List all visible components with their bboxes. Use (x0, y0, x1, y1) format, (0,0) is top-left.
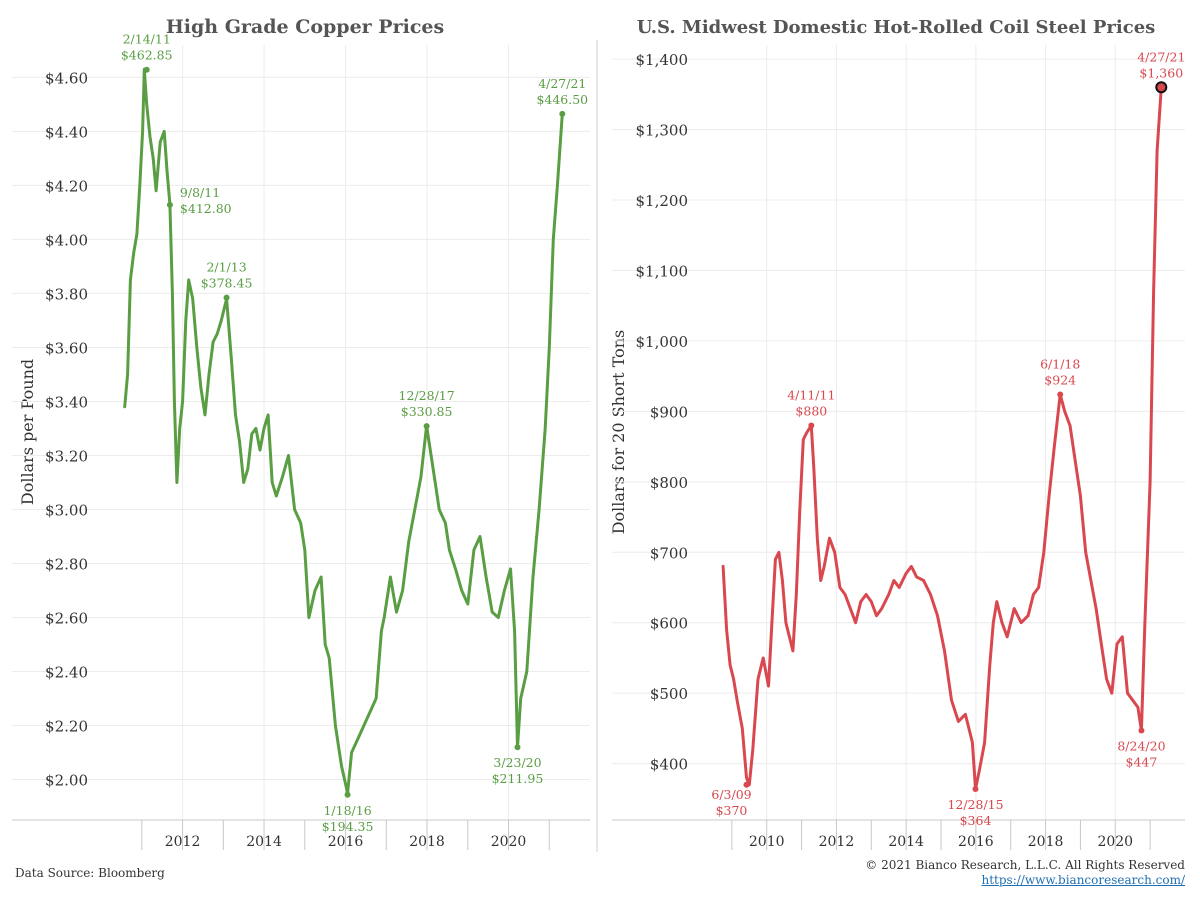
steel-annotation-dot (743, 781, 750, 788)
steel-annotation-date: 6/1/18 (1040, 356, 1080, 371)
steel-y-tick-label: $900 (650, 403, 688, 421)
copper-x-tick-label: 2020 (491, 834, 527, 850)
steel-y-tick-label: $1,100 (636, 262, 689, 280)
copper-y-tick-label: $4.60 (45, 69, 88, 87)
copper-y-tick-label: $3.20 (45, 447, 88, 465)
copper-annotation-dot (423, 423, 430, 430)
data-source-note: Data Source: Bloomberg (15, 866, 165, 880)
copper-annotation-dot (344, 791, 351, 798)
website-link[interactable]: https://www.biancoresearch.com/ (981, 873, 1185, 887)
copper-x-tick-label: 2014 (246, 834, 282, 850)
copper-annotation-date: 4/27/21 (538, 76, 586, 91)
steel-y-tick-label: $800 (650, 474, 688, 492)
steel-annotation-value: $447 (1126, 755, 1158, 770)
steel-y-tick-label: $400 (650, 756, 688, 774)
copper-x-tick-label: 2012 (165, 834, 201, 850)
copper-annotation-value: $446.50 (536, 92, 588, 107)
steel-annotation-dot (1138, 727, 1145, 734)
copper-y-tick-label: $2.00 (45, 771, 88, 789)
copper-annotation-date: 1/18/16 (323, 803, 371, 818)
steel-x-ticks: 2010 2012 2014 2016 2018 2020 (612, 819, 1185, 850)
steel-x-tick-label: 2016 (958, 834, 994, 850)
steel-y-axis-label: Dollars for 20 Short Tons (609, 330, 628, 535)
steel-annotation-dot (808, 422, 815, 429)
steel-x-tick-label: 2012 (819, 834, 855, 850)
copper-annotation-value: $462.85 (121, 48, 173, 63)
steel-x-tick-label: 2010 (749, 834, 785, 850)
copper-annotations: 2/14/11$462.85 9/8/11$412.80 2/1/13$378.45… (121, 32, 588, 834)
copper-y-tick-label: $3.60 (45, 339, 88, 357)
copper-annotation-value: $330.85 (401, 404, 453, 419)
copper-annotation-date: 2/1/13 (206, 260, 246, 275)
copper-annotation-value: $194.35 (322, 819, 374, 834)
copper-y-tick-label: $2.60 (45, 609, 88, 627)
steel-annotation-value: $364 (960, 813, 992, 828)
copper-annotation-dot (166, 201, 173, 208)
steel-annotation-value: $370 (716, 803, 748, 818)
steel-annotation-date: 8/24/20 (1117, 739, 1165, 754)
steel-annotation-dot (1057, 391, 1064, 398)
copper-chart-title: High Grade Copper Prices (166, 16, 444, 38)
copper-annotation-date: 3/23/20 (493, 755, 541, 770)
copper-y-tick-label: $2.80 (45, 555, 88, 573)
copper-y-tick-label: $4.00 (45, 231, 88, 249)
copper-grid (12, 45, 590, 820)
steel-y-tick-label: $700 (650, 544, 688, 562)
copper-annotation-value: $211.95 (492, 771, 544, 786)
copper-y-ticks: $2.00 $2.20 $2.40 $2.60 $2.80 $3.00 $3.20 $3.40… (45, 69, 88, 789)
steel-y-tick-label: $1,400 (636, 51, 689, 69)
copper-annotation-value: $412.80 (180, 201, 232, 216)
steel-annotation-date: 12/28/15 (947, 797, 1003, 812)
copper-price-line (123, 67, 564, 795)
copper-chart: High Grade Copper Prices Dollars per Pou… (12, 16, 598, 852)
steel-series-path (721, 85, 1163, 791)
copyright-text: © 2021 Bianco Research, L.L.C. All Right… (865, 858, 1185, 872)
steel-y-tick-label: $1,200 (636, 192, 689, 210)
copper-annotation-date: 2/14/11 (123, 32, 171, 47)
steel-annotation-date: 4/27/21 (1137, 49, 1185, 64)
steel-annotation-value: $924 (1044, 372, 1076, 387)
steel-annotation-date: 4/11/11 (787, 387, 835, 402)
copper-y-tick-label: $2.40 (45, 663, 88, 681)
steel-annotation-value: $880 (795, 403, 827, 418)
steel-annotations: 6/3/09$3704/11/11$88012/28/15$3646/1/18$… (711, 49, 1185, 828)
steel-x-tick-label: 2018 (1028, 834, 1064, 850)
steel-y-tick-label: $1,000 (636, 333, 689, 351)
steel-y-ticks: $400 $500 $600 $700 $800 $900 $1,000 $1,100 $1,2… (636, 51, 689, 774)
copper-annotation-date: 12/28/17 (399, 388, 455, 403)
copper-annotation-dot (143, 66, 150, 73)
copper-series-path (123, 67, 564, 795)
copper-y-tick-label: $3.00 (45, 501, 88, 519)
steel-price-line (721, 85, 1163, 791)
steel-annotation-dot (972, 786, 979, 792)
copper-annotation-date: 9/8/11 (180, 185, 220, 200)
copper-annotation-dot (223, 294, 230, 301)
footer-credits: © 2021 Bianco Research, L.L.C. All Right… (865, 858, 1185, 888)
steel-grid (612, 45, 1185, 820)
copper-x-tick-label: 2018 (409, 834, 445, 850)
steel-chart: U.S. Midwest Domestic Hot-Rolled Coil St… (609, 17, 1185, 850)
copper-y-tick-label: $3.40 (45, 393, 88, 411)
steel-y-tick-label: $1,300 (636, 122, 689, 140)
steel-x-tick-label: 2020 (1097, 834, 1133, 850)
copper-annotation-value: $378.45 (201, 276, 253, 291)
copper-y-tick-label: $3.80 (45, 285, 88, 303)
steel-x-tick-label: 2014 (888, 834, 924, 850)
copper-y-tick-label: $2.20 (45, 717, 88, 735)
copper-y-axis-label: Dollars per Pound (18, 359, 37, 505)
copper-y-tick-label: $4.20 (45, 177, 88, 195)
steel-chart-title: U.S. Midwest Domestic Hot-Rolled Coil St… (637, 17, 1156, 38)
copper-annotation-dot (514, 744, 521, 751)
steel-peak-marker (1155, 81, 1168, 94)
steel-y-tick-label: $500 (650, 685, 688, 703)
steel-annotation-date: 6/3/09 (711, 787, 751, 802)
copper-y-tick-label: $4.40 (45, 123, 88, 141)
steel-y-tick-label: $600 (650, 615, 688, 633)
copper-x-tick-label: 2016 (328, 834, 364, 850)
copper-x-ticks: 2012 2014 2016 2018 2020 (12, 819, 590, 850)
steel-annotation-value: $1,360 (1139, 65, 1183, 80)
copper-annotation-dot (559, 110, 566, 117)
